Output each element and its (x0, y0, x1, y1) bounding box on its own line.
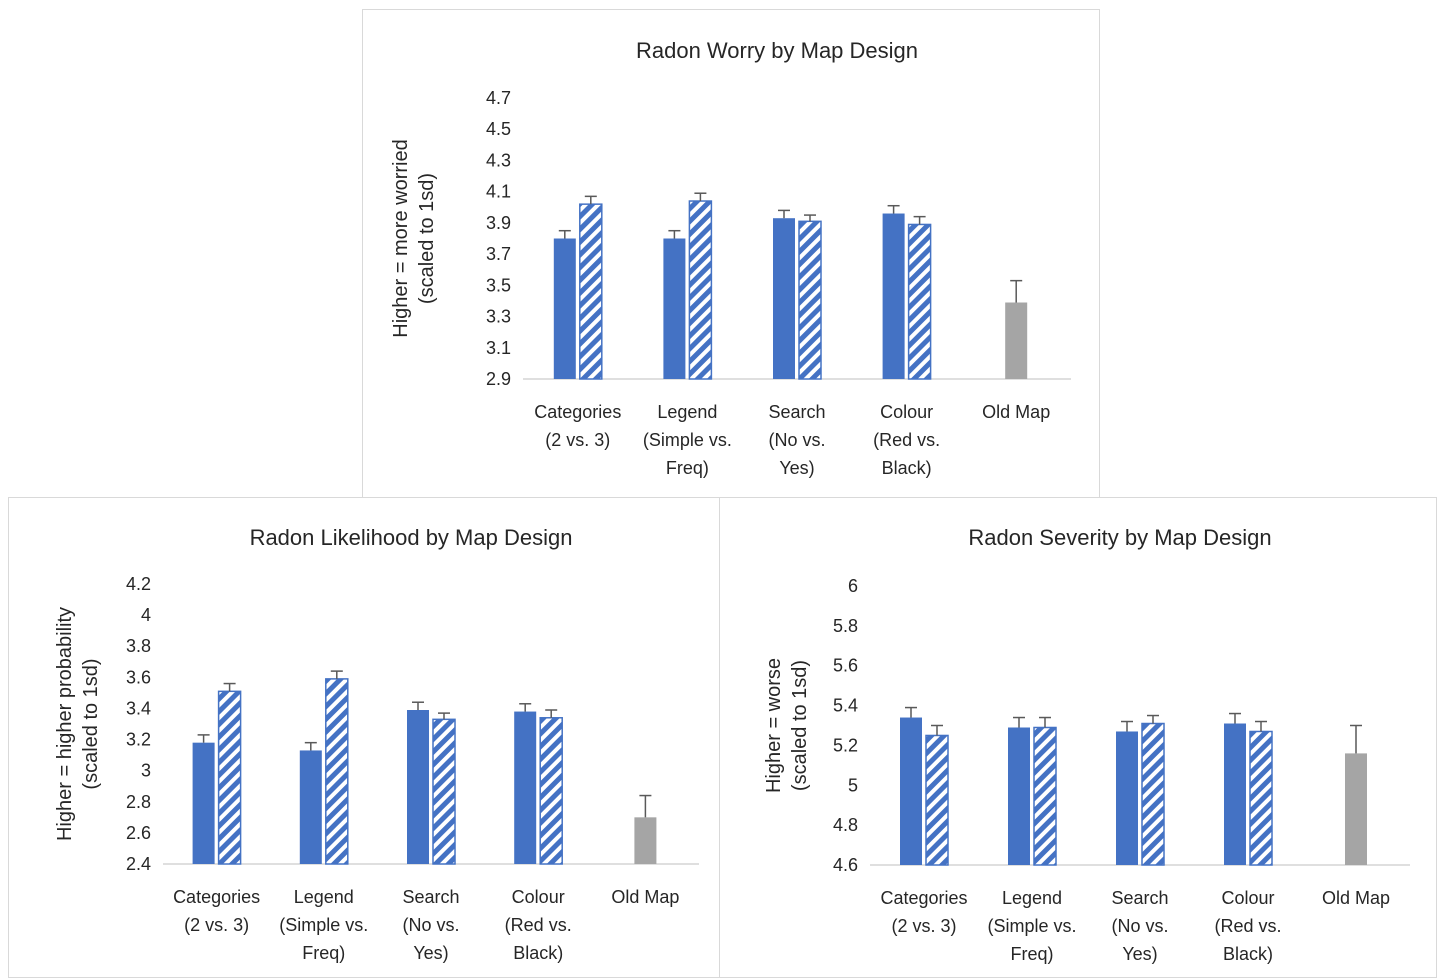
bar-grey (634, 817, 657, 864)
y-tick-label: 3.9 (486, 213, 511, 233)
y-axis-label: Higher = worse (scaled to 1sd) (763, 658, 811, 793)
y-axis-label: Higher = higher probability (scaled to 1s… (54, 607, 102, 841)
y-tick-label: 3 (141, 761, 151, 781)
y-tick-label: 3.5 (486, 275, 511, 295)
y-tick-label: 3.7 (486, 244, 511, 264)
x-category-label: Old Map (1322, 888, 1390, 908)
x-category-label: Colour (Red vs. Black) (505, 887, 572, 963)
bar-solid (299, 750, 322, 864)
bar-hatched (325, 678, 349, 865)
y-tick-label: 3.2 (126, 730, 151, 750)
y-tick-label: 4.7 (486, 88, 511, 108)
likelihood-chart: Radon Likelihood by Map Design Higher = h… (54, 525, 699, 963)
y-tick-label: 5.4 (833, 696, 858, 716)
bar-hatched (1141, 722, 1165, 866)
likelihood-chart-panel: Radon Likelihood by Map Design Higher = h… (8, 497, 720, 978)
x-category-label: Categories (2 vs. 3) (880, 888, 967, 936)
bar-solid (882, 213, 905, 379)
bar-hatched (925, 734, 949, 866)
y-tick-label: 2.4 (126, 854, 151, 874)
y-tick-label: 3.3 (486, 307, 511, 327)
bar-solid (773, 218, 795, 379)
x-category-label: Legend (Simple vs. Freq) (279, 887, 368, 963)
y-axis-label: Higher = more worried (scaled to 1sd) (390, 139, 438, 337)
y-tick-label: 4 (141, 605, 151, 625)
x-category-label: Colour (Red vs. Black) (1214, 888, 1281, 964)
bar-hatched (798, 220, 822, 380)
severity-chart-panel: Radon Severity by Map Design Higher = wor… (719, 497, 1437, 978)
x-category-label: Old Map (982, 402, 1050, 422)
bar-hatched (432, 718, 456, 865)
bar-grey (1345, 753, 1367, 865)
chart-title: Radon Worry by Map Design (636, 38, 918, 63)
x-category-label: Search (No vs. Yes) (402, 887, 459, 963)
bar-solid (514, 711, 537, 864)
y-tick-label: 6 (848, 576, 858, 596)
y-tick-label: 3.6 (126, 667, 151, 687)
y-tick-label: 4.5 (486, 119, 511, 139)
bar-solid (663, 238, 686, 379)
severity-chart: Radon Severity by Map Design Higher = wor… (763, 525, 1410, 964)
y-tick-label: 3.8 (126, 636, 151, 656)
y-tick-label: 2.9 (486, 369, 511, 389)
worry-chart: Radon Worry by Map Design Higher = more w… (390, 38, 1071, 478)
y-tick-label: 5.8 (833, 616, 858, 636)
x-category-label: Legend (Simple vs. Freq) (643, 402, 732, 478)
chart-title: Radon Severity by Map Design (968, 525, 1271, 550)
x-category-label: Colour (Red vs. Black) (873, 402, 940, 478)
x-category-label: Categories (2 vs. 3) (534, 402, 621, 450)
bar-solid (1008, 727, 1030, 865)
y-tick-label: 2.6 (126, 823, 151, 843)
y-tick-label: 5 (848, 775, 858, 795)
bar-hatched (688, 200, 713, 380)
bar-hatched (907, 223, 932, 380)
y-tick-label: 2.8 (126, 792, 151, 812)
x-category-label: Categories (2 vs. 3) (173, 887, 260, 935)
x-category-label: Search (No vs. Yes) (768, 402, 825, 478)
y-tick-label: 4.1 (486, 182, 511, 202)
bar-hatched (217, 690, 242, 865)
bar-solid (1116, 731, 1138, 865)
worry-chart-panel: Radon Worry by Map Design Higher = more w… (362, 9, 1100, 498)
bar-hatched (1249, 730, 1273, 866)
bar-grey (1005, 302, 1028, 379)
bar-solid (407, 710, 429, 864)
y-tick-label: 4.6 (833, 855, 858, 875)
y-tick-label: 4.2 (126, 574, 151, 594)
x-category-label: Old Map (611, 887, 679, 907)
y-tick-label: 4.8 (833, 815, 858, 835)
bar-solid (900, 717, 922, 865)
y-tick-label: 5.2 (833, 735, 858, 755)
bar-solid (192, 742, 215, 864)
x-category-label: Search (No vs. Yes) (1111, 888, 1168, 964)
y-tick-label: 4.3 (486, 150, 511, 170)
bar-hatched (1033, 726, 1057, 866)
y-tick-label: 5.6 (833, 656, 858, 676)
bar-solid (553, 238, 576, 379)
chart-title: Radon Likelihood by Map Design (250, 525, 573, 550)
bar-hatched (539, 717, 563, 865)
x-category-label: Legend (Simple vs. Freq) (987, 888, 1076, 964)
y-tick-label: 3.1 (486, 338, 511, 358)
y-tick-label: 3.4 (126, 698, 151, 718)
bar-solid (1224, 723, 1246, 865)
bar-hatched (579, 203, 603, 380)
